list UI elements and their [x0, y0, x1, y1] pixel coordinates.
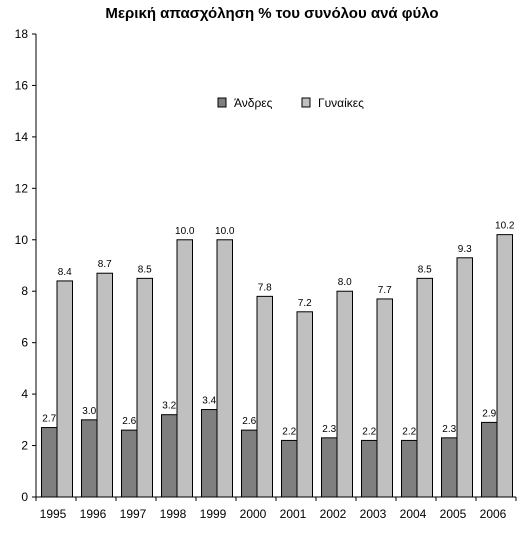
- y-tick-label: 4: [21, 387, 28, 401]
- data-label: 7.7: [378, 285, 392, 296]
- y-tick-label: 6: [21, 336, 28, 350]
- x-tick-label: 2004: [400, 507, 427, 521]
- bar-women: [376, 298, 393, 498]
- bar-women: [216, 239, 233, 498]
- bar-women: [416, 277, 433, 498]
- bar-women: [296, 311, 313, 498]
- data-label: 10.0: [215, 226, 235, 237]
- bar-men: [241, 429, 258, 498]
- data-label: 8.5: [418, 264, 432, 275]
- legend: Άνδρες Γυναίκες: [217, 96, 364, 110]
- data-label: 8.5: [138, 264, 152, 275]
- y-tick-label: 14: [15, 130, 29, 144]
- data-label: 10.0: [175, 226, 195, 237]
- data-label: 2.2: [402, 426, 416, 437]
- bar-men: [201, 409, 218, 498]
- y-tick-label: 18: [15, 27, 29, 41]
- bar-men: [481, 421, 498, 498]
- data-label: 9.3: [458, 244, 472, 255]
- data-label: 8.4: [58, 267, 72, 278]
- bar-men: [161, 414, 178, 498]
- data-label: 7.8: [258, 282, 272, 293]
- bar-men: [401, 439, 418, 498]
- data-label: 10.2: [495, 221, 515, 232]
- y-tick-label: 0: [21, 490, 28, 504]
- x-tick-label: 1995: [40, 507, 67, 521]
- bar-women: [136, 277, 153, 498]
- data-label: 2.7: [42, 414, 56, 425]
- bar-men: [121, 429, 138, 498]
- bar-women: [56, 280, 73, 498]
- data-label: 3.4: [202, 396, 216, 407]
- bars: 2.7 8.4 3.0 8.7 2.6 8.5 3.2 10.0 3.4 10.0 2.6 7.8 2.…: [41, 221, 515, 498]
- y-tick-label: 8: [21, 284, 28, 298]
- data-label: 2.2: [282, 426, 296, 437]
- data-label: 2.3: [322, 424, 336, 435]
- data-label: 3.0: [82, 406, 96, 417]
- x-tick-label: 2006: [480, 507, 507, 521]
- legend-swatch-men: [217, 97, 227, 108]
- bar-women: [456, 257, 473, 498]
- bar-men: [321, 437, 338, 498]
- bar-women: [336, 290, 353, 498]
- bar-women: [176, 239, 193, 498]
- y-tick-label: 2: [21, 439, 28, 453]
- bar-women: [96, 272, 113, 498]
- bar-men: [41, 427, 58, 498]
- bar-women: [256, 295, 273, 498]
- x-tick-label: 1997: [120, 507, 147, 521]
- data-label: 8.7: [98, 259, 112, 270]
- data-label: 2.6: [242, 416, 256, 427]
- bar-women: [496, 234, 513, 498]
- y-tick-label: 10: [15, 233, 29, 247]
- y-tick-label: 16: [15, 78, 29, 92]
- bar-men: [281, 439, 298, 498]
- data-label: 3.2: [162, 401, 176, 412]
- legend-swatch-women: [301, 97, 311, 108]
- x-tick-label: 2002: [320, 507, 347, 521]
- data-label: 7.2: [298, 298, 312, 309]
- x-tick-label: 2003: [360, 507, 387, 521]
- x-tick-label: 2005: [440, 507, 467, 521]
- x-tick-label: 1996: [80, 507, 107, 521]
- data-label: 8.0: [338, 277, 352, 288]
- legend-label-women: Γυναίκες: [318, 96, 364, 110]
- x-tick-label: 2001: [280, 507, 307, 521]
- bar-men: [81, 419, 98, 498]
- x-tick-label: 2000: [240, 507, 267, 521]
- data-label: 2.9: [482, 408, 496, 419]
- x-tick-label: 1998: [160, 507, 187, 521]
- y-tick-label: 12: [15, 181, 29, 195]
- bar-men: [441, 437, 458, 498]
- chart-title: Μερική απασχόληση % του συνόλου ανά φύλο: [105, 5, 438, 22]
- x-tick-label: 1999: [200, 507, 227, 521]
- bar-men: [361, 439, 378, 498]
- legend-label-men: Άνδρες: [234, 96, 273, 110]
- axes: 0 2 4 6 8 10 12 14 16 18 1995 1996 1997 1998 1999 2000 2…: [15, 27, 517, 521]
- data-label: 2.3: [442, 424, 456, 435]
- data-label: 2.6: [122, 416, 136, 427]
- data-label: 2.2: [362, 426, 376, 437]
